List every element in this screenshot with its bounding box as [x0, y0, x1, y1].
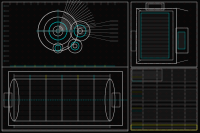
Bar — [148, 4, 162, 9]
Bar — [4, 93, 12, 107]
Bar — [14, 79, 110, 121]
Bar — [2, 2, 128, 131]
Bar — [8, 71, 122, 125]
Bar — [141, 13, 169, 58]
Bar — [176, 28, 188, 53]
Bar — [131, 125, 197, 130]
Bar — [136, 8, 176, 63]
Bar — [131, 68, 197, 130]
Bar — [131, 31, 136, 51]
Bar — [146, 3, 164, 10]
Bar — [178, 32, 185, 49]
Bar — [132, 69, 162, 81]
Bar — [139, 11, 173, 60]
Bar — [112, 93, 120, 107]
Bar — [131, 2, 197, 67]
